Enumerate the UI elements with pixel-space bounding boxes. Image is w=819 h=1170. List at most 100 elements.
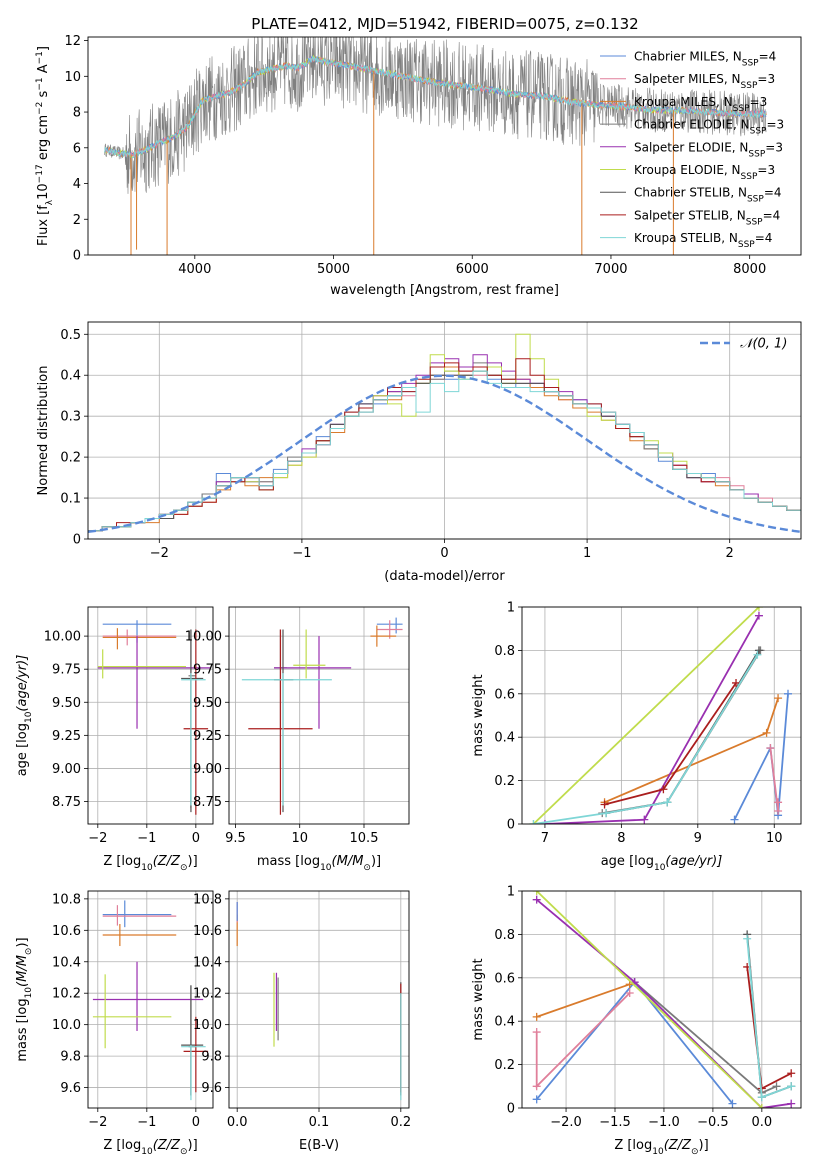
massweight_vs_age-marker-salpeter_stelib	[600, 800, 609, 809]
legend-label-chabrier_elodie: Chabrier ELODIE, NSSP=3	[634, 118, 784, 137]
axes-frame	[87, 321, 802, 540]
y-tick-label: 10.6	[193, 924, 222, 939]
y-tick-label: 10.6	[52, 924, 81, 939]
y-tick-label: 10.8	[52, 892, 81, 907]
massweight_vs_age-marker-chabrier_stelib	[754, 646, 763, 655]
y-tick-label: 10.4	[193, 955, 222, 970]
x-tick-label: 10	[291, 831, 308, 846]
residuals-xlabel: (data-model)/error	[384, 569, 505, 584]
x-tick-label: −1	[137, 831, 156, 846]
y-tick-label: 0.4	[494, 731, 515, 746]
y-tick-label: 1	[507, 601, 515, 616]
spectrum-xlabel: wavelength [Angstrom, rest frame]	[330, 283, 559, 298]
residuals-ylabel: Normed distribution	[36, 366, 51, 496]
x-tick-label: −2	[88, 1115, 107, 1130]
legend-label-kroupa_stelib: Kroupa STELIB, NSSP=4	[634, 231, 772, 250]
x-tick-label: 4000	[178, 262, 211, 277]
x-tick-label: −2	[88, 831, 107, 846]
y-tick-label: 10.4	[52, 955, 81, 970]
y-tick-label: 10.2	[193, 987, 222, 1002]
massweight_vs_Z-ylabel: mass weight	[471, 958, 486, 1040]
legend-label-normal: 𝒩(0, 1)	[740, 337, 787, 352]
y-tick-label: 8.75	[193, 795, 222, 810]
y-tick-label: 9.50	[52, 696, 81, 711]
y-tick-label: 9.6	[60, 1081, 81, 1096]
y-tick-label: 9.00	[193, 762, 222, 777]
mass_vs_Z-plot	[92, 900, 209, 1101]
massweight_vs_Z-marker-chabrier_miles	[532, 1095, 541, 1104]
x-tick-label: 0.0	[227, 1115, 248, 1130]
axes-massweight_vs_age: 7 8 9 10 0 0.2 0.4 0.6 0.8 1 age [log10(age/yr)] ma…	[471, 601, 802, 873]
histogram-chabrier_stelib	[88, 370, 801, 532]
massweight_vs_Z-marker-salpeter_miles	[532, 1082, 541, 1091]
axes-mass_vs_ebv: 0.0 0.1 0.2 9.6 9.8 10.0 10.2 10.4 10.6 10.8 E(B-V…	[193, 890, 411, 1153]
y-tick-label: 10	[64, 70, 81, 85]
massweight_vs_Z-marker-kroupa_elodie	[757, 1104, 766, 1108]
x-tick-label: 8	[617, 831, 625, 846]
massweight_vs_age-marker-salpeter_miles	[766, 744, 775, 753]
legend-label-kroupa_elodie: Kroupa ELODIE, NSSP=3	[634, 163, 775, 182]
x-tick-label: 5000	[317, 262, 350, 277]
y-tick-label: 1	[507, 885, 515, 900]
y-tick-label: 0.2	[494, 774, 515, 789]
y-tick-label: 9.8	[201, 1050, 222, 1065]
x-tick-label: 0.0	[751, 1115, 772, 1130]
massweight_vs_age-marker-salpeter_elodie	[640, 815, 649, 824]
y-tick-label: 0.3	[60, 410, 81, 425]
axes-frame	[521, 890, 802, 1109]
massweight_vs_age-marker-salpeter_elodie	[540, 820, 549, 824]
y-tick-label: 10.8	[193, 892, 222, 907]
y-tick-label: 0.2	[494, 1058, 515, 1073]
legend-label-salpeter_elodie: Salpeter ELODIE, NSSP=3	[634, 140, 783, 159]
age_vs_mass-xlabel: mass [log10(M/M⊙)]	[257, 854, 381, 873]
y-tick-label: 10.2	[52, 987, 81, 1002]
axes-frame	[228, 890, 410, 1109]
axes-frame	[521, 606, 802, 825]
y-tick-label: 8.75	[52, 795, 81, 810]
x-tick-label: 10	[766, 831, 783, 846]
massweight_vs_Z-line-kroupa_elodie	[536, 891, 763, 1108]
histogram-chabrier_elodie	[88, 362, 801, 532]
x-tick-label: 9	[694, 831, 702, 846]
massweight_vs_Z-marker-salpeter_miles	[532, 1028, 541, 1037]
age_vs_Z-plot	[97, 620, 211, 815]
y-tick-label: 9.50	[193, 696, 222, 711]
y-tick-label: 9.8	[60, 1050, 81, 1065]
massweight_vs_Z-plot	[532, 891, 796, 1108]
y-tick-label: 0.8	[494, 928, 515, 943]
residuals-legend: 𝒩(0, 1)	[700, 337, 787, 352]
massweight_vs_Z-marker-chabrier_miles	[728, 1099, 737, 1108]
y-tick-label: 10.0	[52, 1018, 81, 1033]
massweight_vs_Z-line-kroupa_stelib	[746, 938, 792, 1099]
axes-layer: 4000 5000 6000 7000 8000024681012wavelength …	[15, 34, 802, 1157]
massweight_vs_age-plot	[529, 607, 793, 824]
axes-frame	[87, 890, 214, 1109]
x-tick-label: 6000	[456, 262, 489, 277]
massweight_vs_age-marker-kroupa_stelib	[663, 798, 672, 807]
axes-frame	[87, 36, 802, 256]
age_vs_Z-ylabel: age [log10(age/yr)]	[15, 655, 34, 777]
x-tick-label: 7000	[594, 262, 627, 277]
y-tick-label: 0.5	[60, 328, 81, 343]
histogram-salpeter_stelib	[88, 358, 801, 532]
massweight_vs_age-ylabel: mass weight	[471, 674, 486, 756]
y-tick-label: 0.2	[60, 451, 81, 466]
massweight_vs_Z-marker-chabrier_elodie	[772, 1082, 781, 1091]
x-tick-label: −0.5	[697, 1115, 729, 1130]
massweight_vs_Z-line-salpeter_elodie	[536, 899, 792, 1108]
age_vs_Z-xlabel: Z [log10(Z/Z⊙)]	[103, 854, 197, 873]
y-tick-label: 8	[73, 106, 81, 121]
x-tick-label: −1	[292, 546, 311, 561]
y-tick-label: 10.0	[193, 1018, 222, 1033]
residuals-plot	[88, 333, 801, 533]
massweight_vs_age-line-kroupa_elodie	[532, 607, 760, 824]
mass_vs_ebv-plot	[236, 902, 402, 1101]
massweight_vs_age-marker-salpeter_stelib	[659, 785, 668, 794]
massweight_vs_Z-marker-kroupa_stelib	[787, 1082, 796, 1091]
y-tick-label: 9.75	[193, 663, 222, 678]
massweight_vs_Z-line-salpeter_stelib	[746, 966, 792, 1090]
legend-label-chabrier_stelib: Chabrier STELIB, NSSP=4	[634, 186, 782, 205]
axes-mass_vs_Z: −2 −1 0 9.6 9.8 10.0 10.2 10.4 10.6 10.8 Z [log10(…	[15, 890, 214, 1157]
spectrum-plot	[104, 37, 767, 255]
